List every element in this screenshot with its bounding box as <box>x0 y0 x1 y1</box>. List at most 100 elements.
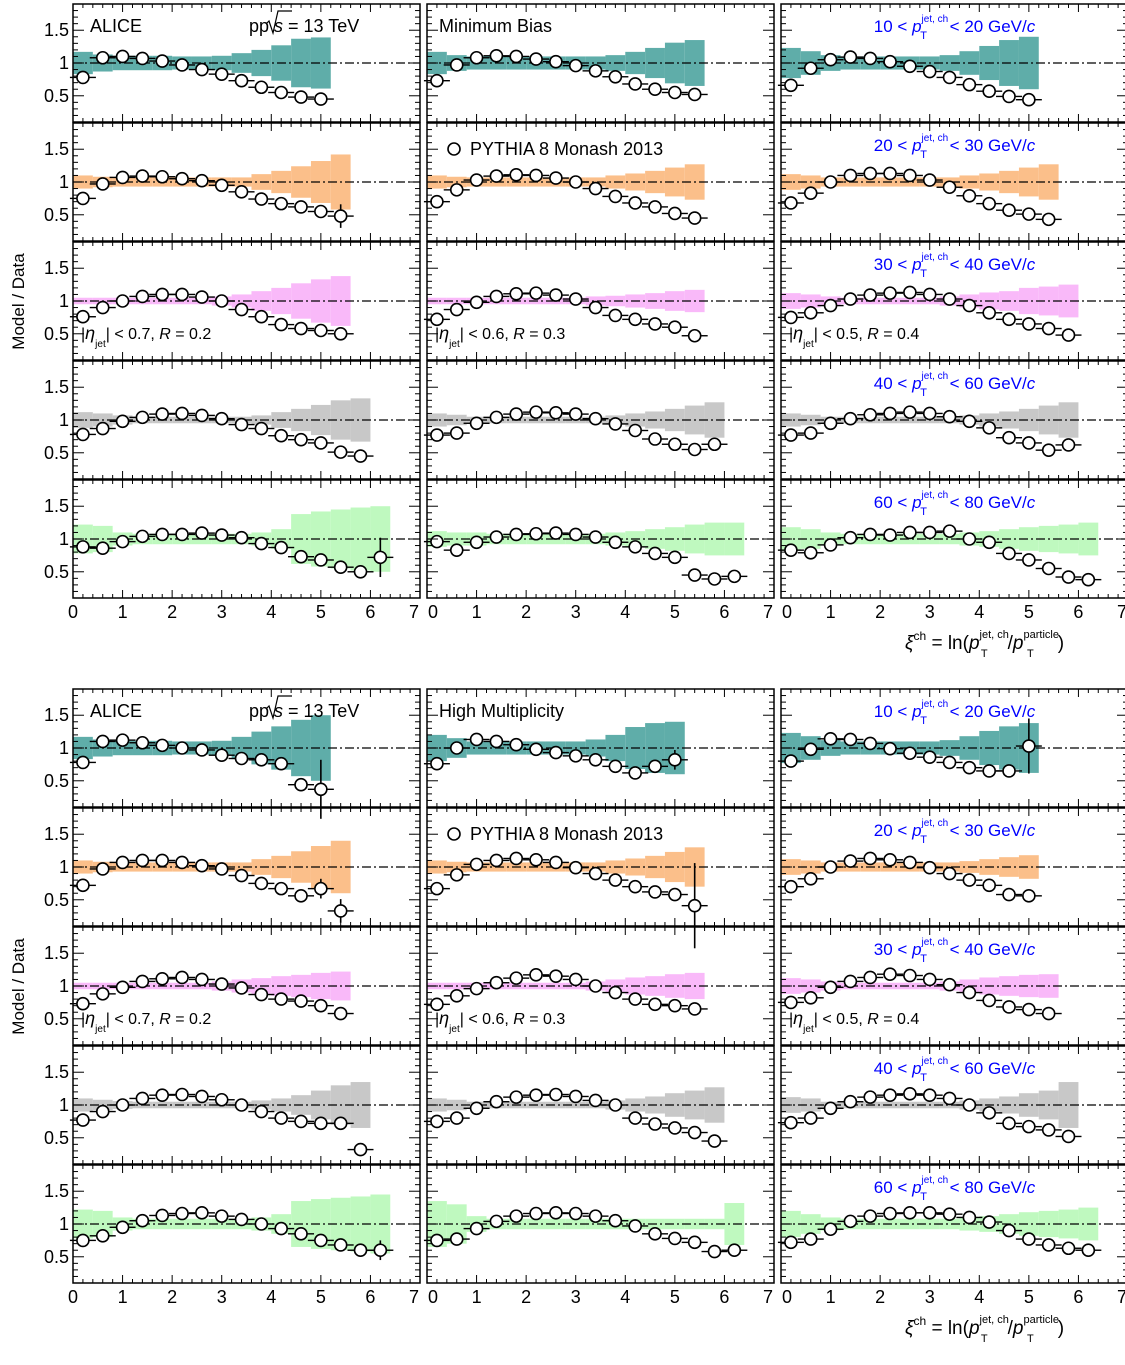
data-point <box>588 64 603 78</box>
data-point <box>549 54 563 69</box>
data-point <box>95 1104 110 1119</box>
chart-panel <box>777 3 1125 123</box>
data-point <box>668 550 682 565</box>
data-point <box>549 969 563 983</box>
data-point <box>135 1091 150 1106</box>
data-point <box>234 530 249 545</box>
data-point <box>628 1219 643 1233</box>
data-point <box>922 972 937 987</box>
data-point <box>608 308 623 323</box>
data-point <box>784 78 798 93</box>
data-point <box>135 735 150 750</box>
energy-label: pp s = 13 TeV <box>249 16 359 36</box>
x-tick-label: 1 <box>118 602 128 622</box>
data-point <box>214 977 229 991</box>
data-point <box>115 294 130 308</box>
data-point <box>430 428 444 442</box>
data-point <box>135 289 150 304</box>
data-point <box>135 1213 150 1228</box>
data-point <box>1022 207 1036 221</box>
x-tick-label: 2 <box>167 1287 177 1307</box>
data-point <box>863 288 878 302</box>
data-point <box>529 852 543 867</box>
data-point <box>628 992 643 1006</box>
data-point <box>648 82 662 97</box>
data-point <box>76 540 90 554</box>
data-point <box>707 1134 722 1148</box>
data-point <box>214 862 229 876</box>
data-point <box>430 194 444 209</box>
x-tick-label: 5 <box>316 1287 326 1307</box>
data-point <box>195 1206 209 1220</box>
data-point <box>843 168 858 183</box>
data-point <box>195 526 209 540</box>
data-point <box>155 287 170 302</box>
data-point <box>155 738 170 753</box>
data-point <box>195 972 209 987</box>
uncertainty-band-segment <box>704 1218 725 1230</box>
data-point <box>314 1233 328 1248</box>
figure-block: Model / Data 0.5 1 1.5 10 < pjet, ch T < 20 G… <box>9 3 1125 660</box>
data-point <box>195 858 209 873</box>
data-point <box>588 1093 603 1108</box>
data-point <box>687 1002 702 1016</box>
data-point <box>214 294 229 308</box>
data-point <box>803 61 818 76</box>
data-point <box>333 445 348 459</box>
x-tick-label: 4 <box>266 602 276 622</box>
data-point <box>784 754 798 768</box>
uncertainty-band-segment <box>1058 1209 1079 1239</box>
data-point <box>843 50 858 64</box>
uncertainty-band-segment <box>939 55 960 71</box>
data-point <box>982 196 997 211</box>
data-point <box>529 968 543 982</box>
data-point <box>962 1098 977 1112</box>
data-point <box>95 421 110 436</box>
data-point <box>922 1206 937 1220</box>
data-point <box>294 321 308 336</box>
x-tick-label: 4 <box>974 602 984 622</box>
data-point <box>469 295 484 310</box>
x-tick-label: 2 <box>521 602 531 622</box>
uncertainty-band-segment <box>191 1101 212 1109</box>
y-tick-label: 1 <box>59 738 69 758</box>
data-point <box>234 981 249 995</box>
uncertainty-band-segment <box>466 741 487 755</box>
data-point <box>1022 1119 1036 1134</box>
uncertainty-band-segment <box>664 408 685 432</box>
pt-bin-label: 10 < pjet, ch T < 20 GeV/c <box>874 14 1036 42</box>
data-point <box>1022 436 1036 450</box>
data-point <box>1002 89 1016 104</box>
chart-panel <box>423 360 775 480</box>
data-point <box>175 527 189 542</box>
data-point <box>175 1087 189 1102</box>
data-point <box>76 70 90 85</box>
uncertainty-band-segment <box>231 294 252 308</box>
data-point <box>333 1006 348 1021</box>
data-point <box>568 175 583 189</box>
data-point <box>76 878 90 893</box>
chart-panel <box>69 688 421 819</box>
data-point <box>648 759 662 774</box>
data-point <box>274 756 289 771</box>
data-point <box>608 417 623 431</box>
data-point <box>509 407 524 421</box>
data-point <box>274 992 289 1006</box>
data-point <box>784 1235 798 1250</box>
y-tick-label: 1 <box>59 291 69 311</box>
data-point <box>1041 443 1056 457</box>
data-point <box>1002 764 1016 778</box>
data-point <box>568 1206 583 1221</box>
chart-panel <box>777 688 1125 808</box>
uncertainty-band-segment <box>664 1218 685 1230</box>
data-point <box>449 989 464 1003</box>
data-point <box>922 525 937 540</box>
data-point <box>430 756 444 771</box>
data-point <box>823 298 838 313</box>
uncertainty-band-segment <box>899 1101 920 1109</box>
data-point <box>155 407 170 421</box>
data-point <box>155 169 170 184</box>
data-point <box>568 407 583 421</box>
data-point <box>668 320 682 335</box>
data-point <box>95 862 110 876</box>
